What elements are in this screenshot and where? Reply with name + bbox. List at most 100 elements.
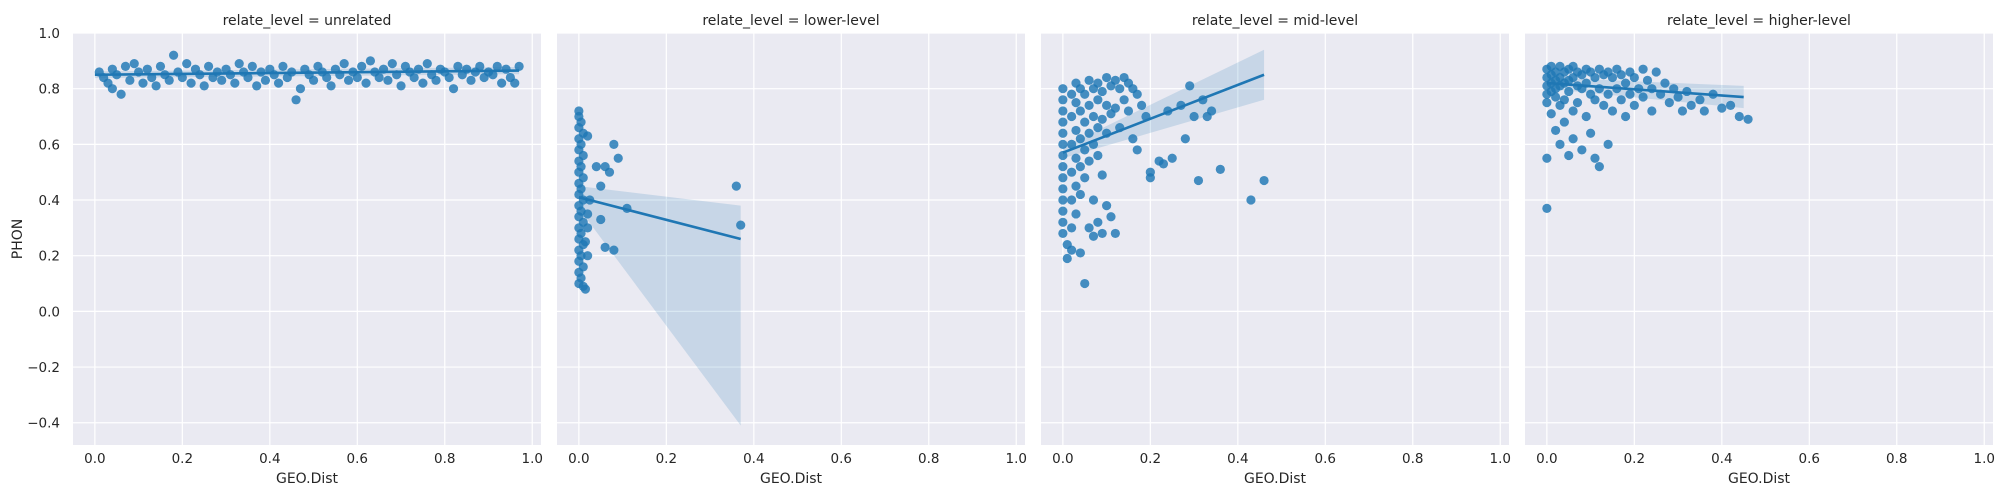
scatter-point <box>1590 153 1600 163</box>
scatter-point <box>151 81 161 91</box>
scatter-point <box>1075 162 1085 172</box>
scatter-point <box>1080 117 1090 127</box>
scatter-point <box>1058 206 1068 216</box>
scatter-point <box>1246 195 1256 205</box>
scatter-point <box>1607 106 1618 116</box>
scatter-point <box>1132 89 1142 99</box>
scatter-point <box>1115 84 1125 94</box>
scatter-point <box>217 75 227 85</box>
scatter-point <box>1097 86 1107 97</box>
scatter-point <box>591 162 601 172</box>
scatter-point <box>1725 100 1736 110</box>
scatter-point <box>1638 64 1648 74</box>
scatter-point <box>182 59 192 69</box>
scatter-point <box>1551 92 1561 102</box>
scatter-point <box>186 78 196 88</box>
scatter-point <box>1058 184 1068 194</box>
plot-area <box>557 33 1025 445</box>
scatter-point <box>1568 134 1578 144</box>
scatter-point <box>1084 223 1094 233</box>
scatter-point <box>225 70 236 80</box>
scatter-point <box>1564 86 1574 97</box>
scatter-point <box>1097 228 1107 239</box>
scatter-point <box>326 81 336 91</box>
scatter-point <box>361 78 371 88</box>
scatter-point <box>339 59 349 69</box>
x-axis-label: GEO.Dist <box>1244 471 1307 487</box>
scatter-point <box>1590 95 1600 105</box>
scatter-point <box>1594 162 1604 172</box>
scatter-point <box>308 75 319 85</box>
scatter-point <box>1106 212 1116 222</box>
scatter-point <box>1102 100 1112 110</box>
scatter-point <box>1581 111 1591 122</box>
scatter-point <box>1638 92 1648 102</box>
y-axis-label: PHON <box>10 219 26 259</box>
scatter-point <box>107 84 117 94</box>
scatter-point <box>1110 228 1120 239</box>
scatter-point <box>1088 195 1099 205</box>
scatter-point <box>177 72 187 83</box>
facet-title: relate_level = mid-level <box>1192 13 1358 29</box>
scatter-point <box>1132 145 1142 155</box>
scatter-point <box>444 72 454 83</box>
scatter-point <box>365 56 376 66</box>
scatter-point <box>497 78 507 88</box>
scatter-point <box>1067 223 1077 233</box>
scatter-point <box>1734 111 1744 122</box>
scatter-point <box>1110 103 1120 113</box>
scatter-point <box>1642 75 1653 85</box>
scatter-point <box>448 84 459 94</box>
y-tick-label: 1.0 <box>39 26 60 42</box>
scatter-point <box>396 81 406 91</box>
scatter-point <box>1542 97 1552 108</box>
scatter-point <box>1555 139 1565 149</box>
x-tick-label: 0.4 <box>743 451 764 467</box>
scatter-point <box>1075 106 1085 116</box>
x-tick-label: 0.2 <box>172 451 193 467</box>
scatter-point <box>1071 97 1081 108</box>
scatter-point <box>1093 217 1103 227</box>
scatter-point <box>278 61 288 72</box>
scatter-point <box>510 78 520 88</box>
facet-panels: relate_level = unrelated 0.0 0.2 0.4 0.6 0.8 1… <box>27 13 1995 487</box>
plot-area <box>1041 33 1509 445</box>
scatter-point <box>1699 106 1709 116</box>
y-tick-label: 0.6 <box>39 137 60 153</box>
confidence-band <box>578 186 741 426</box>
scatter-point <box>1180 134 1190 144</box>
plot-area <box>73 33 541 445</box>
scatter-point <box>431 75 441 85</box>
y-tick-label: 0.2 <box>39 249 60 265</box>
x-tick-label: 0.2 <box>656 451 677 467</box>
x-tick-label: 0.2 <box>1624 451 1645 467</box>
scatter-point <box>1546 109 1556 119</box>
x-tick-label: 0.4 <box>1227 451 1248 467</box>
scatter-point <box>252 81 262 91</box>
scatter-point <box>488 70 498 80</box>
scatter-point <box>1551 125 1561 136</box>
scatter-point <box>164 75 174 85</box>
scatter-point <box>1128 134 1138 144</box>
scatter-point <box>1058 217 1068 227</box>
scatter-point <box>1067 167 1077 177</box>
x-axis-label: GEO.Dist <box>1728 471 1791 487</box>
regression-line <box>1546 81 1744 99</box>
scatter-point <box>1080 278 1090 289</box>
scatter-point <box>1084 128 1094 138</box>
scatter-point <box>1145 173 1155 183</box>
scatter-point <box>609 245 619 255</box>
scatter-point <box>514 61 524 72</box>
scatter-point <box>247 61 257 72</box>
scatter-point <box>234 59 244 69</box>
scatter-point <box>1577 145 1587 155</box>
x-tick-label: 0.6 <box>1315 451 1336 467</box>
scatter-point <box>1559 95 1569 105</box>
scatter-point <box>1717 103 1727 113</box>
plot-area <box>1525 33 1993 445</box>
scatter-point <box>453 61 463 72</box>
x-tick-label: 0.4 <box>1711 451 1732 467</box>
scatter-point <box>1071 153 1081 163</box>
x-axis-label: GEO.Dist <box>276 471 339 487</box>
